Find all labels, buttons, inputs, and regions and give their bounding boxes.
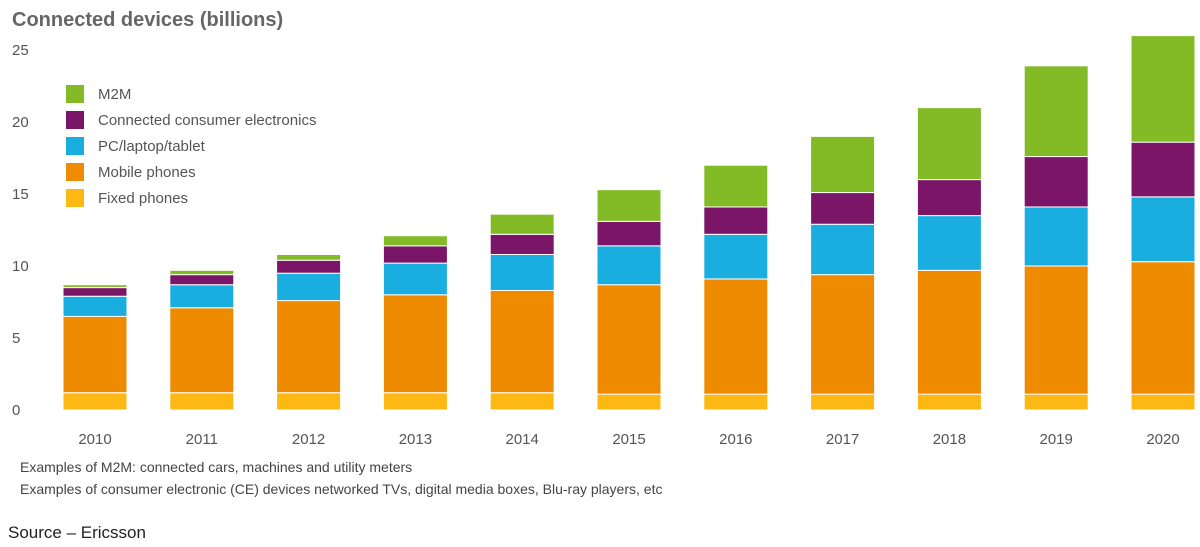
bar-segment (382, 294, 448, 394)
bars (62, 35, 1196, 411)
bar-segment (62, 392, 128, 411)
x-tick-label: 2019 (1040, 431, 1073, 448)
legend-label: Mobile phones (98, 164, 196, 181)
bar-segment (810, 393, 876, 411)
bar-segment (596, 220, 662, 247)
bar-segment (489, 253, 555, 291)
bar-segment (810, 192, 876, 225)
bar-segment (62, 284, 128, 289)
bar-segment (489, 213, 555, 235)
x-tick-label: 2015 (612, 431, 645, 448)
x-tick-label: 2017 (826, 431, 859, 448)
x-axis: 2010 2011 2012 2013 2014 2015 2016 2017 2018 2019… (78, 431, 1179, 448)
bar-segment (703, 233, 769, 280)
bar-segment (1023, 206, 1089, 267)
legend-swatch (66, 111, 84, 129)
bar-segment (703, 164, 769, 208)
bar-segment (1130, 141, 1196, 198)
bar-segment (916, 179, 982, 217)
legend-label: M2M (98, 86, 131, 103)
bar-segment (169, 392, 235, 411)
y-tick-label: 10 (12, 258, 29, 275)
bar-segment (276, 253, 342, 261)
bar-segment (596, 393, 662, 411)
bar-segment (169, 269, 235, 276)
bar-segment (1023, 156, 1089, 208)
x-tick-label: 2014 (506, 431, 539, 448)
x-tick-label: 2013 (399, 431, 432, 448)
bar-segment (276, 392, 342, 411)
x-tick-label: 2020 (1146, 431, 1179, 448)
bar-segment (382, 235, 448, 247)
bar-segment (810, 135, 876, 194)
chart-title: Connected devices (billions) (12, 9, 283, 31)
y-tick-label: 25 (12, 42, 29, 59)
bar-segment (1130, 393, 1196, 411)
legend: M2M Connected consumer electronics PC/lapt… (66, 85, 316, 207)
bar-segment (703, 278, 769, 395)
bar-segment (62, 287, 128, 297)
note-ce: Examples of consumer electronic (CE) dev… (20, 481, 662, 497)
bar-segment (382, 262, 448, 296)
bar-segment (489, 289, 555, 394)
bar-segment (489, 233, 555, 255)
bar-segment (62, 315, 128, 394)
bar-segment (703, 393, 769, 411)
bar-segment (810, 274, 876, 395)
legend-swatch (66, 189, 84, 207)
bar-segment (916, 269, 982, 395)
bar-segment (489, 392, 555, 411)
bar-segment (169, 307, 235, 394)
y-tick-label: 5 (12, 330, 20, 347)
bar-segment (1023, 265, 1089, 395)
bar-segment (916, 215, 982, 271)
y-axis: 0 5 10 15 20 25 (12, 42, 29, 419)
y-tick-label: 20 (12, 114, 29, 131)
y-tick-label: 15 (12, 186, 29, 203)
source-text: Source – Ericsson (8, 523, 146, 542)
bar-segment (276, 259, 342, 274)
x-tick-label: 2011 (186, 431, 218, 448)
x-tick-label: 2012 (292, 431, 325, 448)
bar-segment (1130, 35, 1196, 143)
bar-segment (1023, 393, 1089, 411)
bar-segment (1130, 261, 1196, 395)
bar-segment (703, 206, 769, 235)
x-tick-label: 2016 (719, 431, 752, 448)
bar-segment (596, 245, 662, 286)
legend-label: PC/laptop/tablet (98, 138, 206, 155)
bar-segment (169, 274, 235, 286)
bar-segment (1023, 65, 1089, 158)
bar-segment (596, 189, 662, 222)
bar-segment (276, 272, 342, 302)
y-tick-label: 0 (12, 402, 20, 419)
legend-label: Connected consumer electronics (98, 112, 316, 129)
bar-segment (810, 223, 876, 276)
bar-segment (276, 300, 342, 394)
note-m2m: Examples of M2M: connected cars, machine… (20, 459, 412, 475)
bar-segment (382, 245, 448, 264)
bar-segment (596, 284, 662, 395)
legend-label: Fixed phones (98, 190, 188, 207)
bar-segment (62, 295, 128, 317)
legend-swatch (66, 85, 84, 103)
x-tick-label: 2010 (78, 431, 111, 448)
bar-segment (1130, 196, 1196, 263)
legend-swatch (66, 137, 84, 155)
bar-segment (382, 392, 448, 411)
legend-swatch (66, 163, 84, 181)
bar-segment (916, 393, 982, 411)
x-tick-label: 2018 (933, 431, 966, 448)
bar-segment (169, 284, 235, 309)
bar-segment (916, 107, 982, 181)
